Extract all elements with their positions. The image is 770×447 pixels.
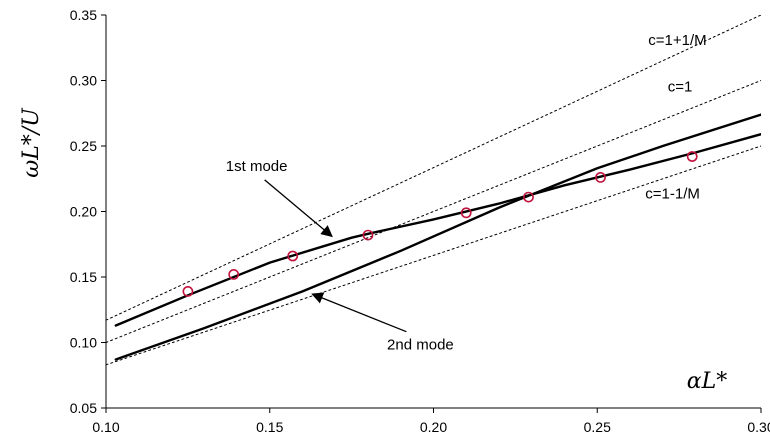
- y-tick-label: 0.30: [70, 73, 97, 89]
- data-point-5: [460, 207, 472, 219]
- annotations: c=1+1/M c=1 c=1-1/M 1st mode 2nd mode: [226, 32, 707, 354]
- reference-line-4: [106, 80, 761, 343]
- plot-area: [106, 15, 761, 366]
- y-tick-label: 0.25: [70, 138, 97, 154]
- data-point-3: [287, 250, 299, 262]
- x-tick-label: 0.15: [256, 419, 283, 435]
- y-tick-label: 0.20: [70, 204, 97, 220]
- reference-line-3: [106, 15, 761, 321]
- data-point-6: [523, 191, 534, 203]
- annotation-label: c=1+1/M: [648, 32, 706, 49]
- mode-curve-1: [114, 133, 761, 327]
- data-point-2: [228, 268, 240, 280]
- x-tick-label: 0.30: [747, 419, 770, 435]
- reference-line-5: [106, 145, 761, 366]
- x-tick-label: 0.25: [584, 419, 611, 435]
- y-tick-label: 0.35: [70, 7, 97, 23]
- y-tick-label: 0.15: [70, 269, 97, 285]
- annotation-label: 1st mode: [226, 158, 288, 175]
- axes: 0.10 0.15 0.20 0.25 0.30 0.05 0.10 0.15 0.20 0.25…: [70, 7, 770, 435]
- annotation-label: c=1-1/M: [645, 185, 700, 202]
- data-point-8: [686, 151, 698, 162]
- y-tick-label: 0.05: [70, 400, 97, 416]
- mode-curve-2: [114, 113, 761, 361]
- annotation-arrow: [311, 292, 407, 333]
- annotation-label: 2nd mode: [387, 337, 454, 354]
- x-tick-label: 0.10: [92, 419, 119, 435]
- annotation-label: c=1: [668, 79, 693, 96]
- data-point-4: [362, 229, 374, 241]
- x-tick-label: 0.20: [420, 419, 447, 435]
- data-point-1: [182, 285, 194, 297]
- y-axis-label: ωL*/U: [19, 107, 44, 178]
- data-point-7: [595, 171, 606, 183]
- y-tick-label: 0.10: [70, 335, 97, 351]
- x-axis-label: αL*: [687, 369, 727, 394]
- annotation-arrow: [264, 179, 333, 238]
